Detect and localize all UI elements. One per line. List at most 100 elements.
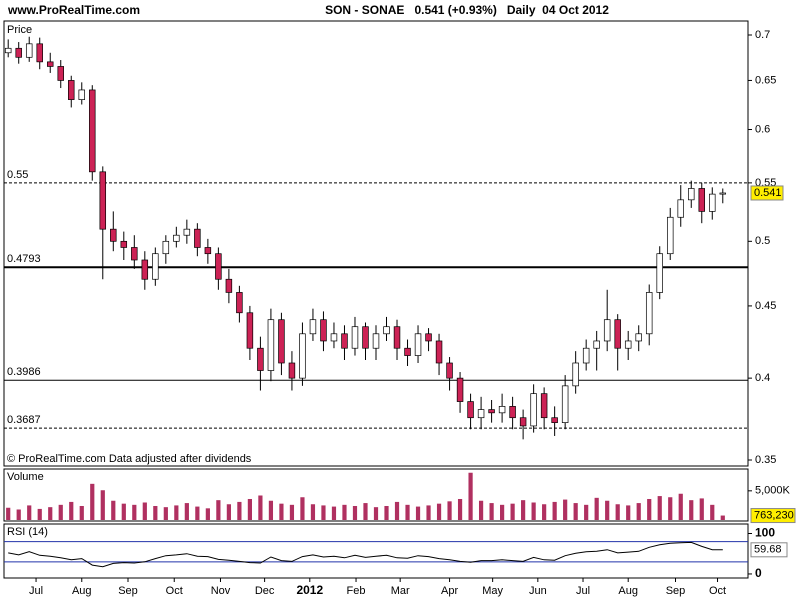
y-tick-label: 0.6	[755, 123, 770, 135]
candle-body	[425, 333, 432, 342]
candle-body	[572, 362, 579, 387]
candle-body	[36, 43, 43, 63]
volume-bar	[27, 505, 32, 520]
x-tick-label: May	[482, 585, 503, 597]
candle-body	[15, 47, 22, 58]
last-value-box	[750, 508, 796, 524]
volume-bar	[563, 499, 568, 520]
candle-body	[351, 326, 359, 349]
volume-bar	[226, 504, 231, 520]
candle-body	[299, 333, 306, 379]
candle-body	[446, 362, 453, 379]
x-tick-label: Aug	[72, 585, 92, 597]
volume-bar	[142, 502, 147, 520]
site: www.ProRealTime.com	[7, 3, 140, 17]
y-tick-label: 0.35	[755, 454, 776, 466]
candle-body	[688, 188, 695, 201]
candle-body	[110, 228, 117, 242]
candle-body	[593, 340, 600, 349]
candle-body	[561, 385, 569, 423]
volume-bar	[321, 505, 326, 520]
volume-bar	[121, 503, 126, 520]
volume-bar	[615, 504, 620, 520]
volume-bar	[184, 503, 189, 520]
y-tick-label: 0.65	[755, 74, 776, 86]
volume-bar	[457, 498, 463, 520]
candle-body	[624, 340, 632, 349]
candle-body	[225, 278, 233, 293]
y-tick-label: 0.45	[755, 300, 776, 312]
y-tick-label: 0.7	[755, 29, 770, 41]
volume-bar	[289, 504, 295, 520]
x-tick-label: Oct	[709, 585, 726, 597]
volume-bar	[594, 497, 599, 520]
volume-bar	[205, 508, 210, 520]
candle-body	[635, 333, 642, 342]
volume-bar	[352, 505, 358, 520]
level-label: 0.3986	[7, 366, 41, 378]
volume-bar	[489, 503, 494, 520]
candle-body	[257, 347, 264, 371]
volume-bar	[342, 504, 347, 520]
volume-bar	[573, 503, 578, 520]
volume-bar	[153, 505, 158, 520]
last-value-label: 763,230	[754, 509, 794, 521]
volume-bar	[500, 504, 505, 520]
volume-bar	[436, 503, 442, 520]
volume-bar	[37, 508, 42, 520]
chart-title: SON - SONAE 0.541 (+0.93%) Daily 04 Oct …	[325, 3, 609, 17]
candle-body	[582, 347, 590, 364]
volume-bar	[720, 515, 725, 520]
volume-bar	[195, 506, 200, 520]
candle-body	[320, 319, 327, 342]
candle-body	[68, 80, 75, 100]
candle-body	[173, 234, 180, 242]
pane-title: RSI (14)	[7, 526, 48, 538]
candle-body	[530, 393, 537, 427]
candle-body	[540, 393, 548, 419]
candle-body	[46, 61, 54, 67]
candle-body	[709, 193, 716, 212]
volume-bar	[237, 501, 242, 520]
x-tick-label: Aug	[618, 585, 638, 597]
volume-bar	[48, 507, 53, 520]
volume-bar	[79, 505, 84, 520]
y-tick-label: 0.4	[755, 372, 770, 384]
candle-body	[404, 347, 411, 356]
candle-body	[204, 247, 212, 255]
candle-body	[131, 247, 138, 261]
candle-body	[362, 326, 369, 349]
candle-body	[383, 326, 390, 335]
y-tick-label: 100	[755, 526, 775, 540]
note: © ProRealTime.com Data adjusted after di…	[7, 453, 252, 465]
volume-bar	[300, 497, 305, 520]
candle-body	[509, 406, 516, 419]
candle-body	[498, 406, 506, 414]
volume-bar	[605, 500, 610, 520]
volume-bar	[394, 501, 400, 520]
candle-body	[152, 253, 159, 280]
candle-body	[488, 409, 495, 414]
candle-body	[603, 319, 611, 342]
candle-body	[236, 292, 243, 314]
candle-body	[215, 253, 222, 280]
volume-bar	[531, 502, 536, 520]
volume-bar	[657, 496, 662, 520]
candle-body	[456, 377, 464, 402]
candle-body	[666, 216, 674, 255]
candle-body	[614, 319, 621, 349]
candle-body	[4, 47, 12, 54]
candle-body	[551, 417, 558, 423]
candle-body	[698, 188, 706, 212]
last-value-box	[750, 542, 788, 558]
level-label: 0.55	[7, 169, 28, 181]
volume-bar	[6, 507, 11, 520]
level-label: 0.4793	[7, 253, 41, 265]
volume-bar	[247, 498, 252, 520]
x-tick-label: Dec	[255, 585, 275, 597]
candle-body	[267, 319, 275, 371]
candle-body	[477, 409, 485, 419]
volume-bar	[373, 507, 379, 520]
x-tick-label: Jun	[529, 585, 547, 597]
candle-body	[309, 319, 317, 335]
